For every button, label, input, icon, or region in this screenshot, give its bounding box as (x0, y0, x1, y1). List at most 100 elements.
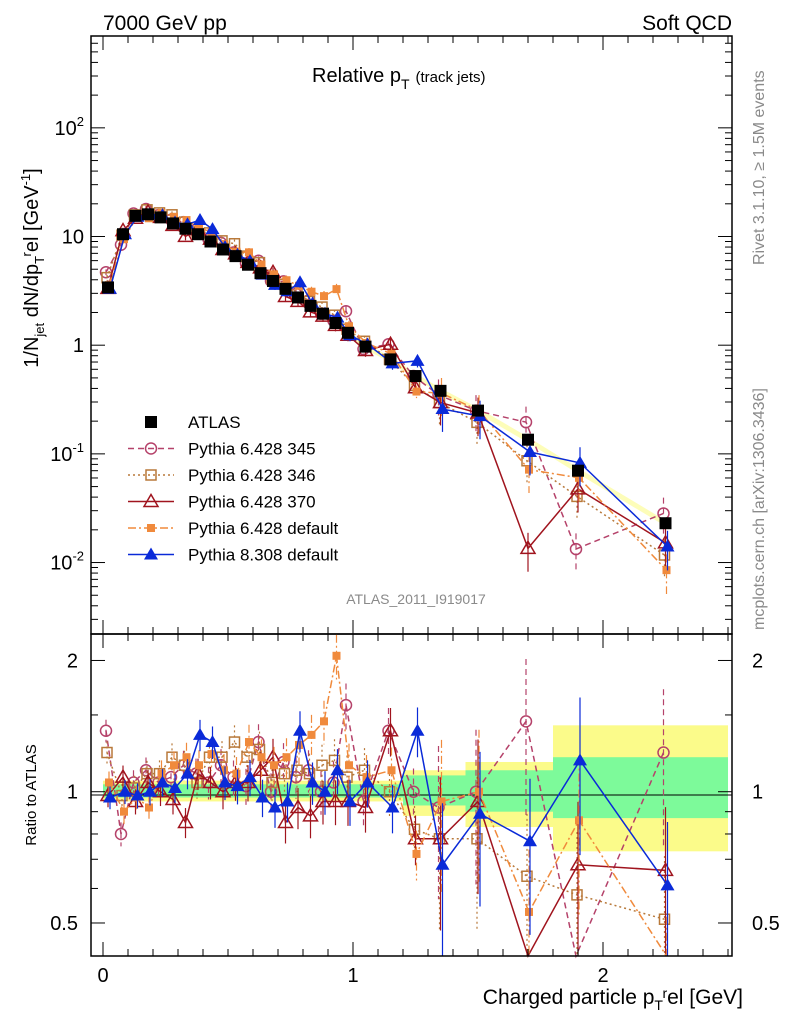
data-point-main (245, 248, 253, 257)
data-point-ratio (387, 766, 396, 775)
atlas-data-point (342, 326, 354, 339)
data-point-ratio (523, 834, 537, 847)
y-tick-label-ratio: 1 (67, 782, 78, 804)
data-point-ratio (291, 764, 303, 777)
data-point-main (282, 276, 291, 285)
data-point-main (412, 387, 421, 396)
data-point-ratio (157, 769, 166, 778)
data-point-ratio (230, 779, 245, 792)
data-point-ratio (282, 753, 291, 762)
data-point-ratio (130, 788, 145, 801)
data-point-ratio (658, 913, 671, 925)
y-tick-label-ratio-right: 2 (752, 650, 763, 672)
x-tick-label: 1 (347, 965, 358, 987)
data-point-ratio (343, 794, 357, 807)
data-point-ratio (189, 765, 207, 780)
data-point-ratio (120, 807, 128, 816)
ratio-band-green (553, 757, 728, 819)
data-point-ratio (182, 753, 191, 762)
data-point-ratio (302, 807, 319, 822)
main-plot-area: 10-2 10-1 1 10 102 (50, 35, 733, 635)
y-axis-label-ratio: Ratio to ATLAS (23, 744, 40, 845)
data-point-main (569, 480, 587, 495)
data-point-ratio (268, 800, 282, 813)
data-point-ratio (314, 792, 332, 808)
atlas-data-point (167, 217, 179, 230)
data-point-ratio (332, 651, 341, 660)
data-point-ratio (170, 761, 178, 770)
data-point-ratio (114, 768, 132, 783)
ratio-plot-area: 0 1 2 0.5 0.5 1 1 2 2 (50, 633, 780, 987)
legend-label: Pythia 6.428 default (188, 519, 339, 538)
data-point-ratio (469, 792, 487, 808)
data-point-ratio (383, 785, 396, 798)
atlas-data-point (179, 222, 192, 235)
rivet-version-label: Rivet 3.1.10, ≥ 1.5M events (751, 70, 768, 265)
atlas-data-point (129, 209, 142, 222)
y-axis-label-main: 1/Njet dN/dpTrel [GeV-1] (18, 168, 47, 367)
data-point-ratio (435, 857, 450, 870)
atlas-data-point (279, 282, 292, 295)
atlas-data-point (254, 267, 267, 280)
data-point-ratio (360, 775, 375, 788)
data-point-main (170, 212, 178, 221)
data-point-ratio (345, 761, 353, 770)
legend-label: Pythia 8.308 default (188, 546, 339, 565)
data-point-main (307, 287, 316, 296)
series-line-ratio (106, 740, 665, 920)
data-point-ratio (205, 735, 220, 748)
data-point-ratio (128, 782, 141, 794)
legend-marker (145, 469, 157, 481)
data-point-ratio (328, 754, 341, 767)
atlas-data-point (154, 211, 167, 224)
data-point-main (195, 223, 203, 232)
data-point-main (662, 566, 671, 575)
atlas-data-point (117, 228, 129, 241)
legend: ATLAS Pythia 6.428 345 Pythia 6.428 346 Pyt… (128, 413, 339, 565)
atlas-data-point (359, 340, 372, 353)
data-point-ratio (660, 878, 675, 891)
data-point-main (345, 322, 353, 331)
data-point-ratio (339, 698, 353, 712)
data-point-main (519, 539, 537, 555)
data-point-ratio (255, 790, 270, 803)
data-point-ratio (180, 766, 195, 779)
data-point-ratio (105, 778, 113, 787)
data-point-ratio (145, 803, 153, 812)
y-tick-label-main: 102 (55, 114, 84, 140)
header-left: 7000 GeV pp (103, 12, 227, 35)
atlas-data-point (292, 291, 304, 304)
y-tick-label-ratio: 0.5 (50, 913, 78, 935)
data-point-ratio (316, 759, 328, 772)
atlas-data-point (572, 464, 584, 477)
plot-title: Relative pT (track jets) (312, 65, 486, 92)
data-point-ratio (327, 792, 344, 808)
data-point-main (332, 285, 341, 294)
data-point-ratio (245, 738, 253, 747)
data-point-ratio (220, 766, 228, 775)
data-point-ratio (575, 816, 583, 825)
data-point-ratio (437, 797, 446, 806)
data-point-ratio (305, 775, 320, 788)
data-point-ratio (320, 717, 328, 726)
atlas-data-point (317, 307, 329, 320)
data-point-ratio (266, 776, 278, 789)
data-point-ratio (193, 727, 207, 740)
plot-title-paren: (track jets) (416, 69, 486, 86)
data-point-main (660, 539, 675, 552)
atlas-data-point (384, 353, 397, 366)
data-point-ratio (252, 761, 269, 777)
data-point-ratio (657, 861, 674, 877)
data-point-main (410, 353, 425, 366)
data-point-ratio (471, 833, 483, 845)
data-point-ratio (382, 722, 399, 737)
x-tick-label: 0 (97, 965, 108, 987)
data-point-ratio (118, 784, 132, 797)
legend-marker (142, 493, 160, 508)
y-tick-label-main: 10-2 (50, 549, 84, 575)
x-axis-label: Charged particle pTrel [GeV] (483, 985, 743, 1013)
atlas-data-point (142, 208, 154, 221)
data-point-ratio (571, 889, 583, 901)
atlas-data-point (229, 250, 242, 263)
data-point-main (525, 465, 533, 474)
